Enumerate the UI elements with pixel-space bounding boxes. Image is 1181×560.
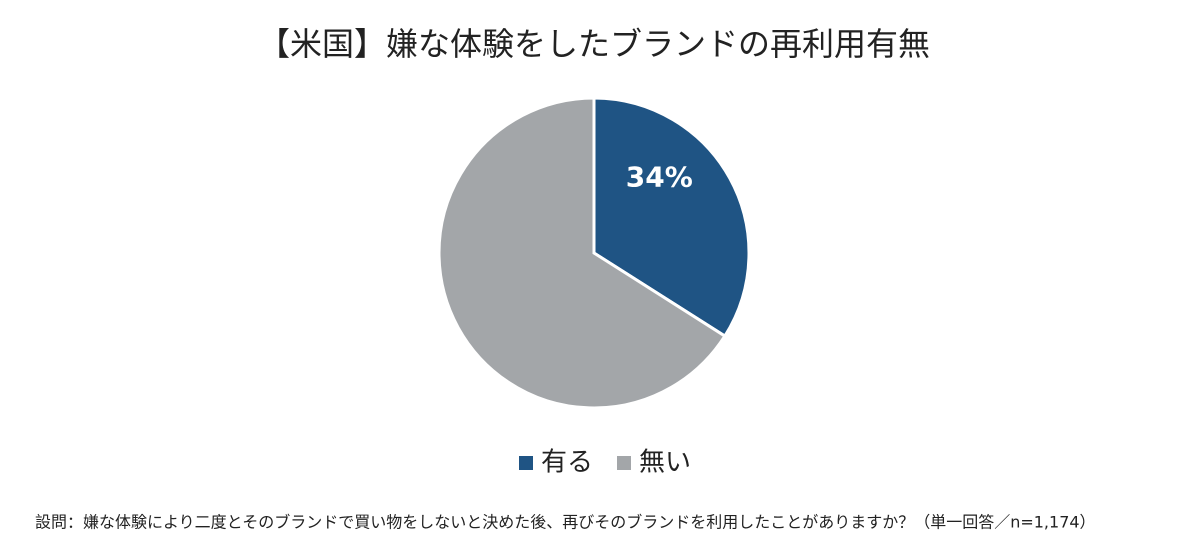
legend-swatch	[519, 456, 533, 470]
legend-swatch	[617, 456, 631, 470]
data-label: 34%	[626, 160, 693, 193]
chart-title: 【米国】嫌な体験をしたブランドの再利用有無	[258, 25, 930, 63]
legend-label: 有る	[541, 448, 593, 478]
footnote: 設問：嫌な体験により二度とそのブランドで買い物をしないと決めた後、再びそのブラン…	[35, 513, 1096, 532]
pie-slice	[437, 96, 727, 410]
legend-label: 無い	[639, 448, 691, 478]
